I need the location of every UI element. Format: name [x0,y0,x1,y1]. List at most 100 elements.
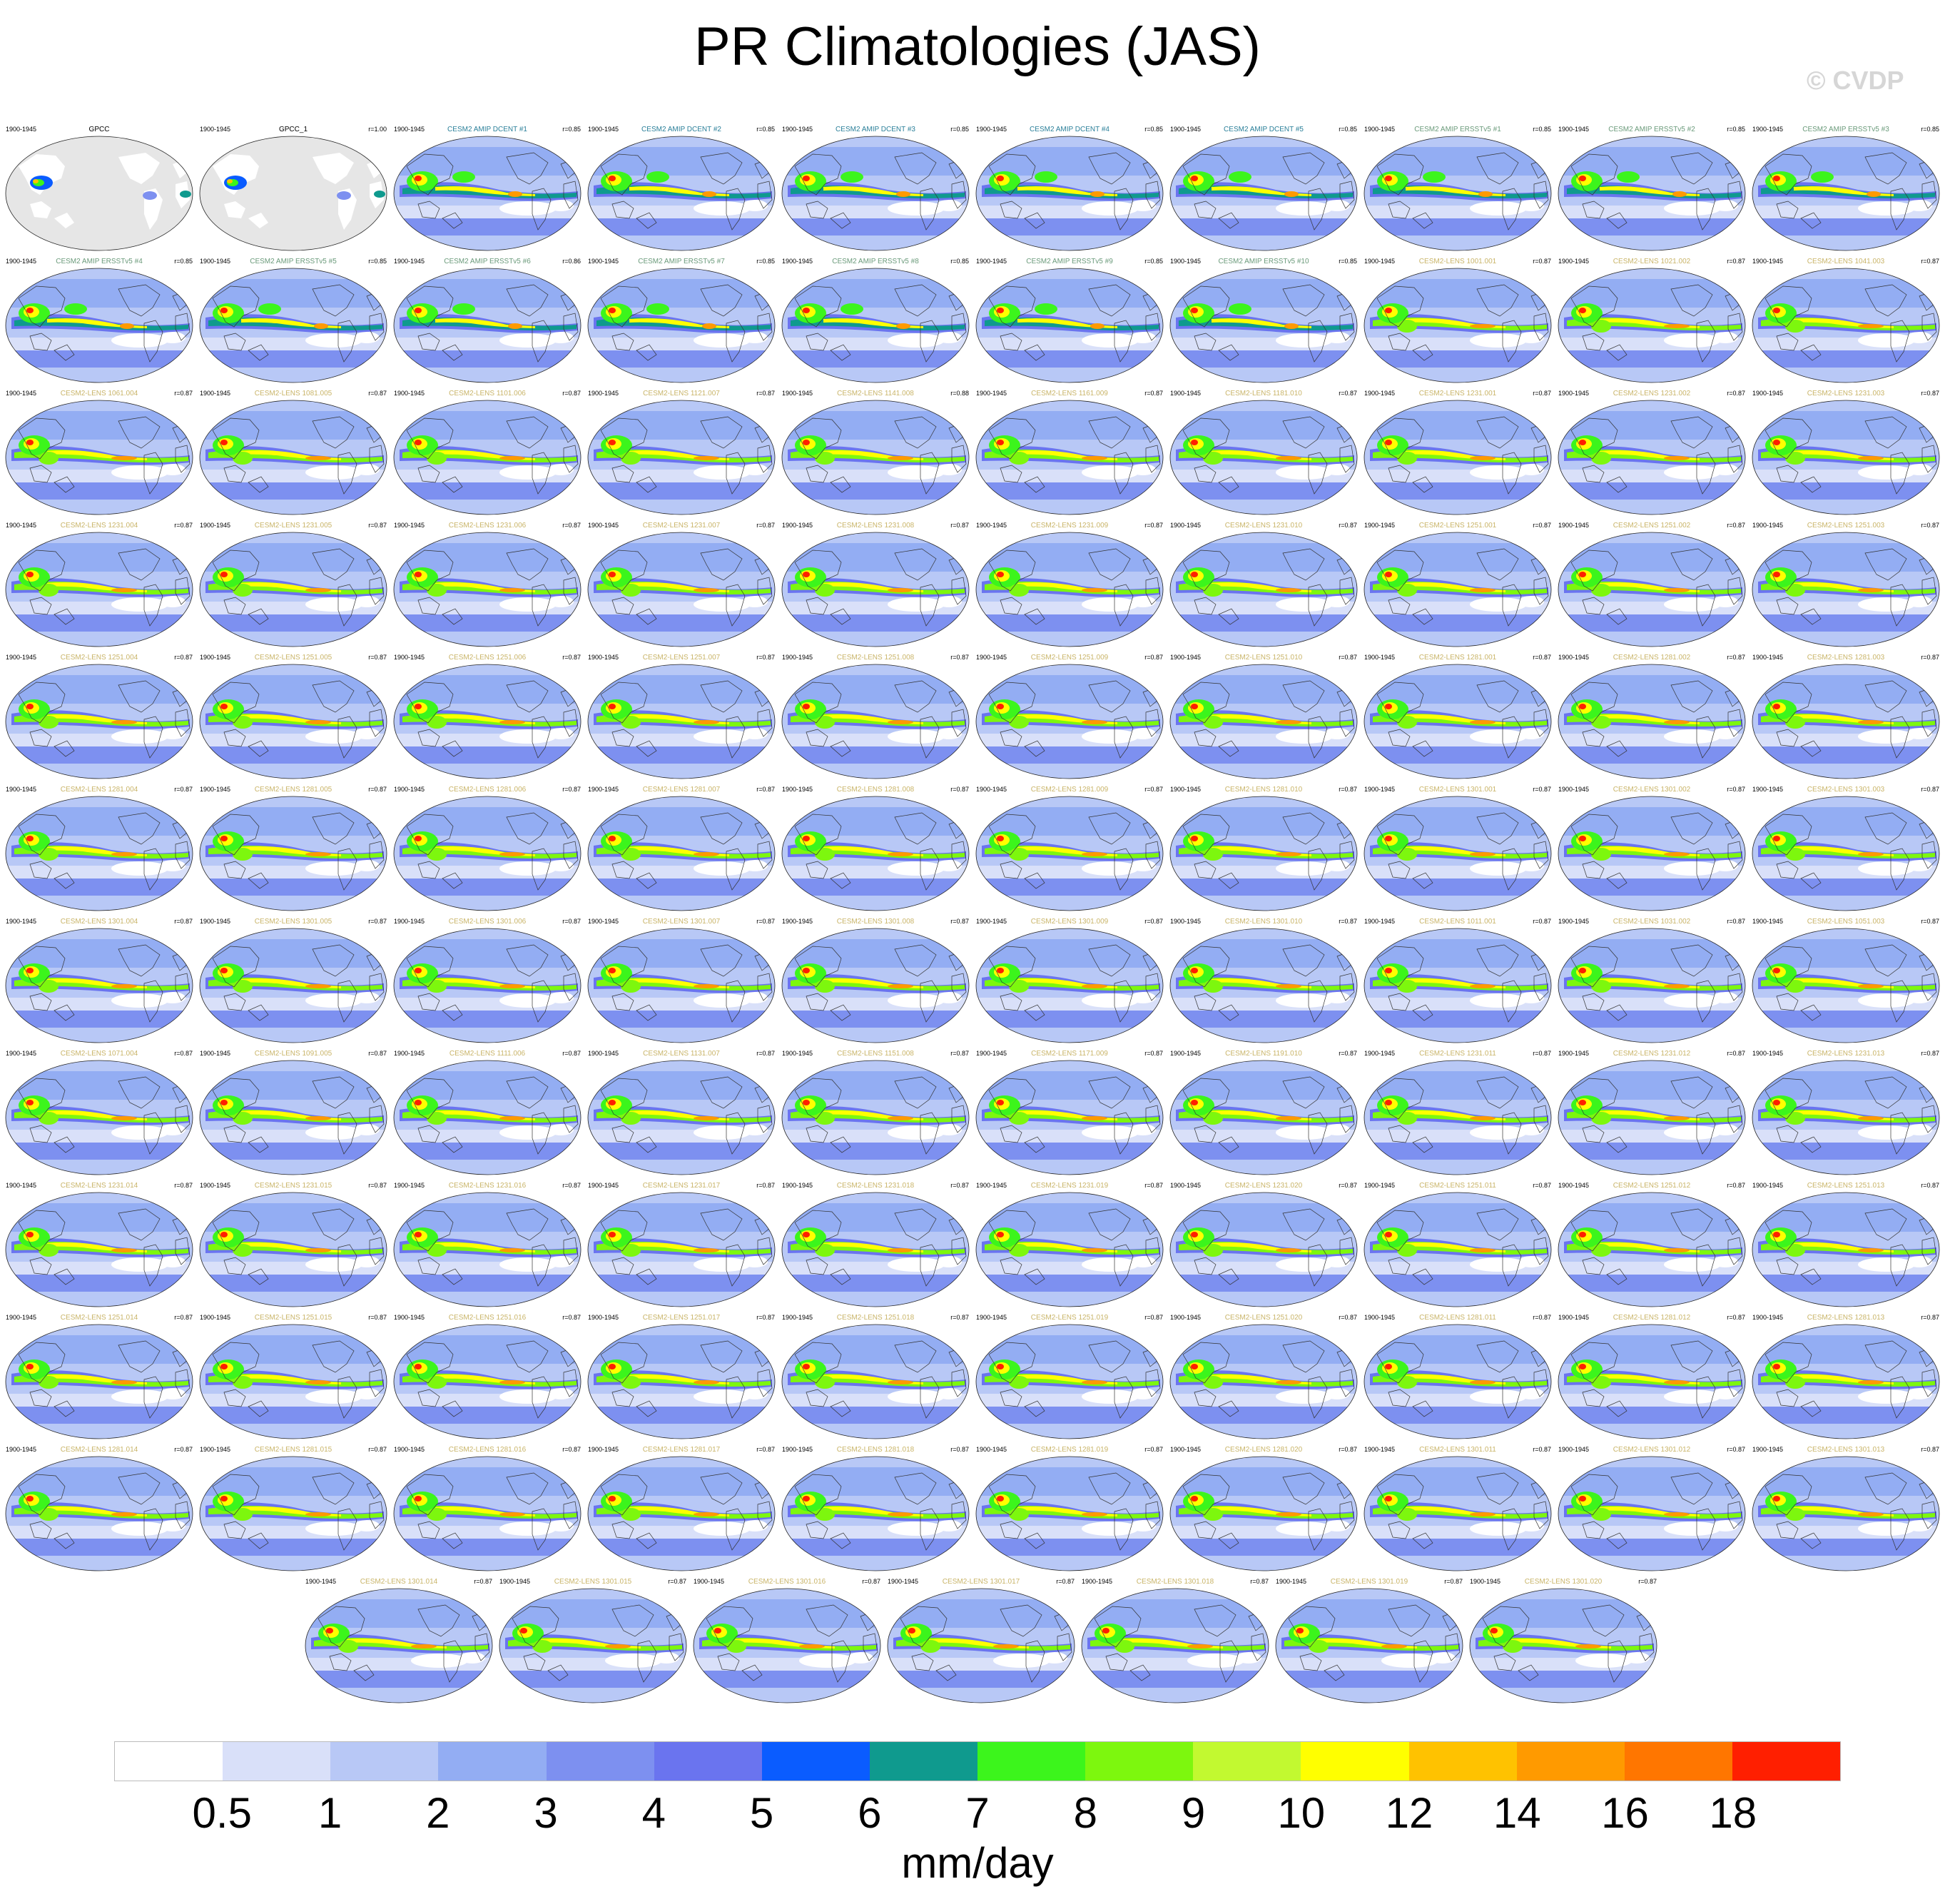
panel-years-label: 1900-1945 [6,1050,37,1057]
panel-pattern-correlation: r=0.85 [1339,126,1357,133]
map-panel: 1900-1945 CESM2-LENS 1281.004 r=0.87 [4,786,194,914]
precip-map [587,664,776,779]
panel-pattern-correlation: r=0.87 [756,1050,775,1057]
map-panel: 1900-1945 CESM2 AMIP ERSSTv5 #7 r=0.85 [586,258,776,386]
map-panel: 1900-1945 CESM2-LENS 1231.012 r=0.87 [1557,1050,1747,1178]
map-panel: 1900-1945 CESM2-LENS 1281.003 r=0.87 [1751,654,1941,782]
colorbar-tick-label: 9 [1181,1789,1206,1837]
panel-pattern-correlation: r=0.87 [1727,654,1745,661]
precip-map [1558,1192,1746,1307]
panel-title: CESM2-LENS 1231.011 [1419,1050,1496,1058]
panel-pattern-correlation: r=0.87 [562,1182,581,1189]
panel-years-label: 1900-1945 [1364,522,1396,529]
panel-pattern-correlation: r=0.87 [174,390,193,397]
colorbar-tick-label: 1 [318,1789,342,1837]
panel-title: CESM2 AMIP DCENT #1 [447,126,527,133]
precip-map [1558,400,1746,515]
panel-title: CESM2-LENS 1231.018 [836,1182,915,1190]
panel-pattern-correlation: r=0.87 [1144,1446,1163,1453]
map-panel: 1900-1945 CESM2-LENS 1151.008 r=0.87 [781,1050,970,1178]
precip-map [393,1192,582,1307]
panel-years-label: 1900-1945 [782,390,813,397]
map-panel: 1900-1945 CESM2-LENS 1251.005 r=0.87 [198,654,388,782]
panel-pattern-correlation: r=0.88 [950,390,969,397]
map-panel: 1900-1945 CESM2-LENS 1251.014 r=0.87 [4,1314,194,1442]
panel-years-label: 1900-1945 [394,1050,425,1057]
precip-map [5,664,193,779]
map-panel: 1900-1945 CESM2-LENS 1301.010 r=0.87 [1169,918,1359,1046]
map-panel: 1900-1945 CESM2-LENS 1301.006 r=0.87 [392,918,582,1046]
map-panel: 1900-1945 CESM2-LENS 1251.012 r=0.87 [1557,1182,1747,1310]
precip-map [393,928,582,1043]
panel-pattern-correlation: r=0.87 [1144,522,1163,529]
panel-pattern-correlation: r=0.87 [1533,258,1551,265]
map-panel: 1900-1945 CESM2-LENS 1301.017 r=0.87 [886,1578,1076,1706]
panel-title: CESM2-LENS 1301.001 [1418,786,1497,794]
precip-map [1558,1324,1746,1439]
panel-years-label: 1900-1945 [1470,1578,1501,1585]
panel-title: CESM2-LENS 1281.005 [254,786,332,794]
map-panel: 1900-1945 CESM2-LENS 1281.013 r=0.87 [1751,1314,1941,1442]
panel-title: CESM2-LENS 1251.011 [1419,1182,1496,1190]
panel-title: CESM2-LENS 1171.009 [1031,1050,1108,1058]
panel-pattern-correlation: r=0.87 [174,786,193,793]
panel-pattern-correlation: r=0.87 [1727,786,1745,793]
map-panel: 1900-1945 CESM2-LENS 1251.010 r=0.87 [1169,654,1359,782]
colorbar-segment [654,1742,762,1781]
panel-years-label: 1900-1945 [394,1314,425,1321]
panel-pattern-correlation: r=0.87 [756,522,775,529]
map-panel: 1900-1945 CESM2-LENS 1281.015 r=0.87 [198,1446,388,1574]
panel-years-label: 1900-1945 [888,1578,919,1585]
panel-title: CESM2-LENS 1281.016 [448,1446,527,1454]
map-panel: 1900-1945 CESM2-LENS 1301.018 r=0.87 [1080,1578,1270,1706]
panel-title: CESM2 AMIP ERSSTv5 #1 [1414,126,1501,133]
panel-years-label: 1900-1945 [588,390,619,397]
panel-years-label: 1900-1945 [1364,786,1396,793]
panel-title: CESM2-LENS 1251.006 [448,654,527,662]
panel-years-label: 1900-1945 [588,1050,619,1057]
map-panel: 1900-1945 CESM2-LENS 1301.003 r=0.87 [1751,786,1941,914]
panel-years-label: 1900-1945 [200,126,231,133]
panel-pattern-correlation: r=0.87 [950,1182,969,1189]
panel-pattern-correlation: r=0.87 [1339,1446,1357,1453]
map-panels-grid: 1900-1945 GPCC 1900-1945 GPCC_1 r=1.00 1900-1… [4,126,1941,1706]
panel-pattern-correlation: r=0.87 [1533,1050,1551,1057]
map-panel: 1900-1945 CESM2-LENS 1231.001 r=0.87 [1363,390,1553,518]
map-panel: 1900-1945 CESM2-LENS 1301.005 r=0.87 [198,918,388,1046]
panel-years-label: 1900-1945 [1558,1446,1590,1453]
map-panel: 1900-1945 CESM2-LENS 1281.017 r=0.87 [586,1446,776,1574]
panel-title: CESM2-LENS 1081.005 [254,390,332,397]
panel-pattern-correlation: r=0.87 [1921,654,1939,661]
panel-years-label: 1900-1945 [782,522,813,529]
panel-title: CESM2-LENS 1101.006 [449,390,526,397]
colorbar-segment [115,1742,223,1781]
precip-map [1169,136,1358,251]
map-panel: 1900-1945 CESM2 AMIP DCENT #1 r=0.85 [392,126,582,254]
panel-years-label: 1900-1945 [782,1446,813,1453]
precip-map [781,532,970,647]
panel-pattern-correlation: r=0.87 [1727,1050,1745,1057]
panel-years-label: 1900-1945 [394,786,425,793]
panel-pattern-correlation: r=0.87 [1533,1446,1551,1453]
map-panel: 1900-1945 CESM2-LENS 1281.002 r=0.87 [1557,654,1747,782]
panel-pattern-correlation: r=0.87 [950,1446,969,1453]
panel-years-label: 1900-1945 [394,1182,425,1189]
panel-title: CESM2-LENS 1301.019 [1330,1578,1408,1586]
precip-map [1169,1192,1358,1307]
map-panel: 1900-1945 CESM2-LENS 1251.008 r=0.87 [781,654,970,782]
map-panel: 1900-1945 CESM2-LENS 1251.015 r=0.87 [198,1314,388,1442]
colorbar-tick-label: 18 [1709,1789,1757,1837]
panel-pattern-correlation: r=0.87 [756,786,775,793]
colorbar-tick-label: 6 [858,1789,882,1837]
map-panel: 1900-1945 CESM2-LENS 1301.011 r=0.87 [1363,1446,1553,1574]
panel-title: CESM2-LENS 1281.001 [1418,654,1497,662]
panel-title: CESM2-LENS 1301.013 [1807,1446,1885,1454]
panel-pattern-correlation: r=0.87 [562,918,581,925]
colorbar-tick-label: 5 [749,1789,774,1837]
panel-title: CESM2-LENS 1251.007 [642,654,721,662]
panel-years-label: 1900-1945 [1170,654,1202,661]
precip-map [199,1192,387,1307]
panel-years-label: 1900-1945 [200,654,231,661]
panel-years-label: 1900-1945 [1558,126,1590,133]
precip-map [199,928,387,1043]
